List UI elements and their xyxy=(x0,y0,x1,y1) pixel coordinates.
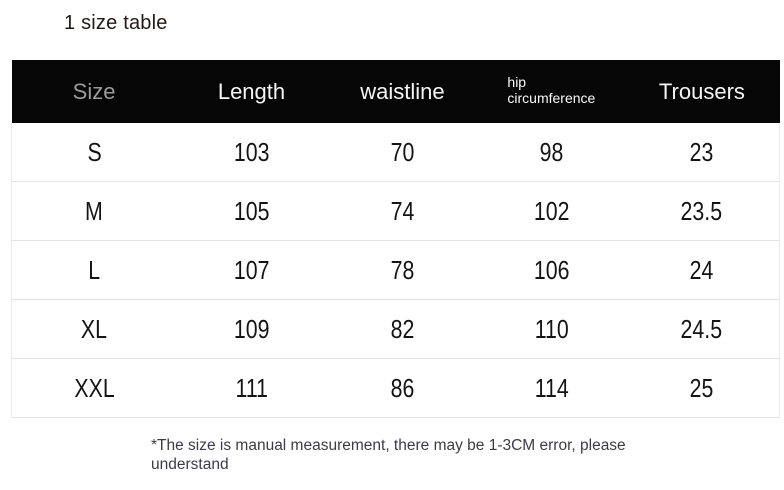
cell-trousers: 24.5 xyxy=(624,299,781,359)
cell-length: 105 xyxy=(176,181,327,241)
size-table: Size Length waistline hip circumference … xyxy=(10,60,781,418)
cell-trousers: 24 xyxy=(624,240,781,300)
cell-hip-circumference: 110 xyxy=(478,299,625,359)
cell-size: M xyxy=(10,181,177,241)
hip-circumference-label: hip circumference xyxy=(507,74,595,107)
cell-trousers: 25 xyxy=(624,358,781,418)
table-row-l: L 107 78 106 24 xyxy=(10,240,781,300)
cell-hip-circumference: 98 xyxy=(478,123,625,182)
cell-waistline: 86 xyxy=(326,358,479,418)
cell-size: XL xyxy=(10,299,177,359)
size-table-body: S 103 70 98 23 M 105 74 102 23.5 L 107 7… xyxy=(10,123,781,418)
cell-trousers: 23.5 xyxy=(624,181,781,241)
cell-waistline: 82 xyxy=(326,299,479,359)
cell-size: L xyxy=(10,240,177,300)
cell-length: 111 xyxy=(176,358,327,418)
header-row: Size Length waistline hip circumference … xyxy=(11,60,780,123)
measurement-disclaimer: *The size is manual measurement, there m… xyxy=(151,437,626,474)
cell-waistline: 74 xyxy=(326,181,479,241)
cell-size: XXL xyxy=(10,358,177,418)
table-row-m: M 105 74 102 23.5 xyxy=(10,181,781,241)
cell-waistline: 70 xyxy=(326,123,479,182)
column-header-waistline: waistline xyxy=(326,60,479,123)
column-header-trousers: Trousers xyxy=(624,60,780,123)
cell-hip-circumference: 102 xyxy=(478,181,625,241)
cell-hip-circumference: 114 xyxy=(478,358,625,418)
column-header-size: Size xyxy=(11,60,177,123)
cell-length: 109 xyxy=(176,299,327,359)
cell-hip-circumference: 106 xyxy=(478,240,625,300)
cell-size: S xyxy=(10,123,177,182)
cell-length: 103 xyxy=(176,123,327,182)
page-title: 1 size table xyxy=(64,12,168,34)
size-table-header: Size Length waistline hip circumference … xyxy=(11,60,780,123)
cell-waistline: 78 xyxy=(326,240,479,300)
column-header-length: Length xyxy=(176,60,327,123)
hip-label-line2: circumference xyxy=(507,90,596,107)
table-row-s: S 103 70 98 23 xyxy=(10,123,781,182)
cell-trousers: 23 xyxy=(624,123,781,182)
cell-length: 107 xyxy=(176,240,327,300)
hip-label-line1: hip xyxy=(507,73,527,90)
table-row-xl: XL 109 82 110 24.5 xyxy=(10,299,781,359)
table-row-xxl: XXL 111 86 114 25 xyxy=(10,358,781,418)
column-header-hip-circumference: hip circumference xyxy=(478,60,625,123)
